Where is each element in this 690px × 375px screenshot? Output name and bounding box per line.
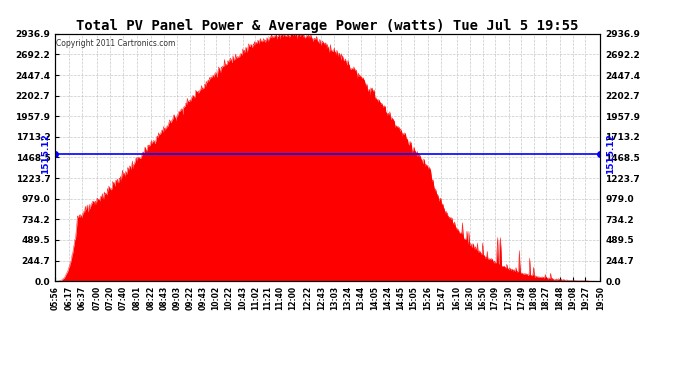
Text: 1515.12: 1515.12 (41, 133, 50, 174)
Title: Total PV Panel Power & Average Power (watts) Tue Jul 5 19:55: Total PV Panel Power & Average Power (wa… (77, 19, 579, 33)
Text: Copyright 2011 Cartronics.com: Copyright 2011 Cartronics.com (57, 39, 176, 48)
Text: 1515.12: 1515.12 (606, 133, 615, 174)
